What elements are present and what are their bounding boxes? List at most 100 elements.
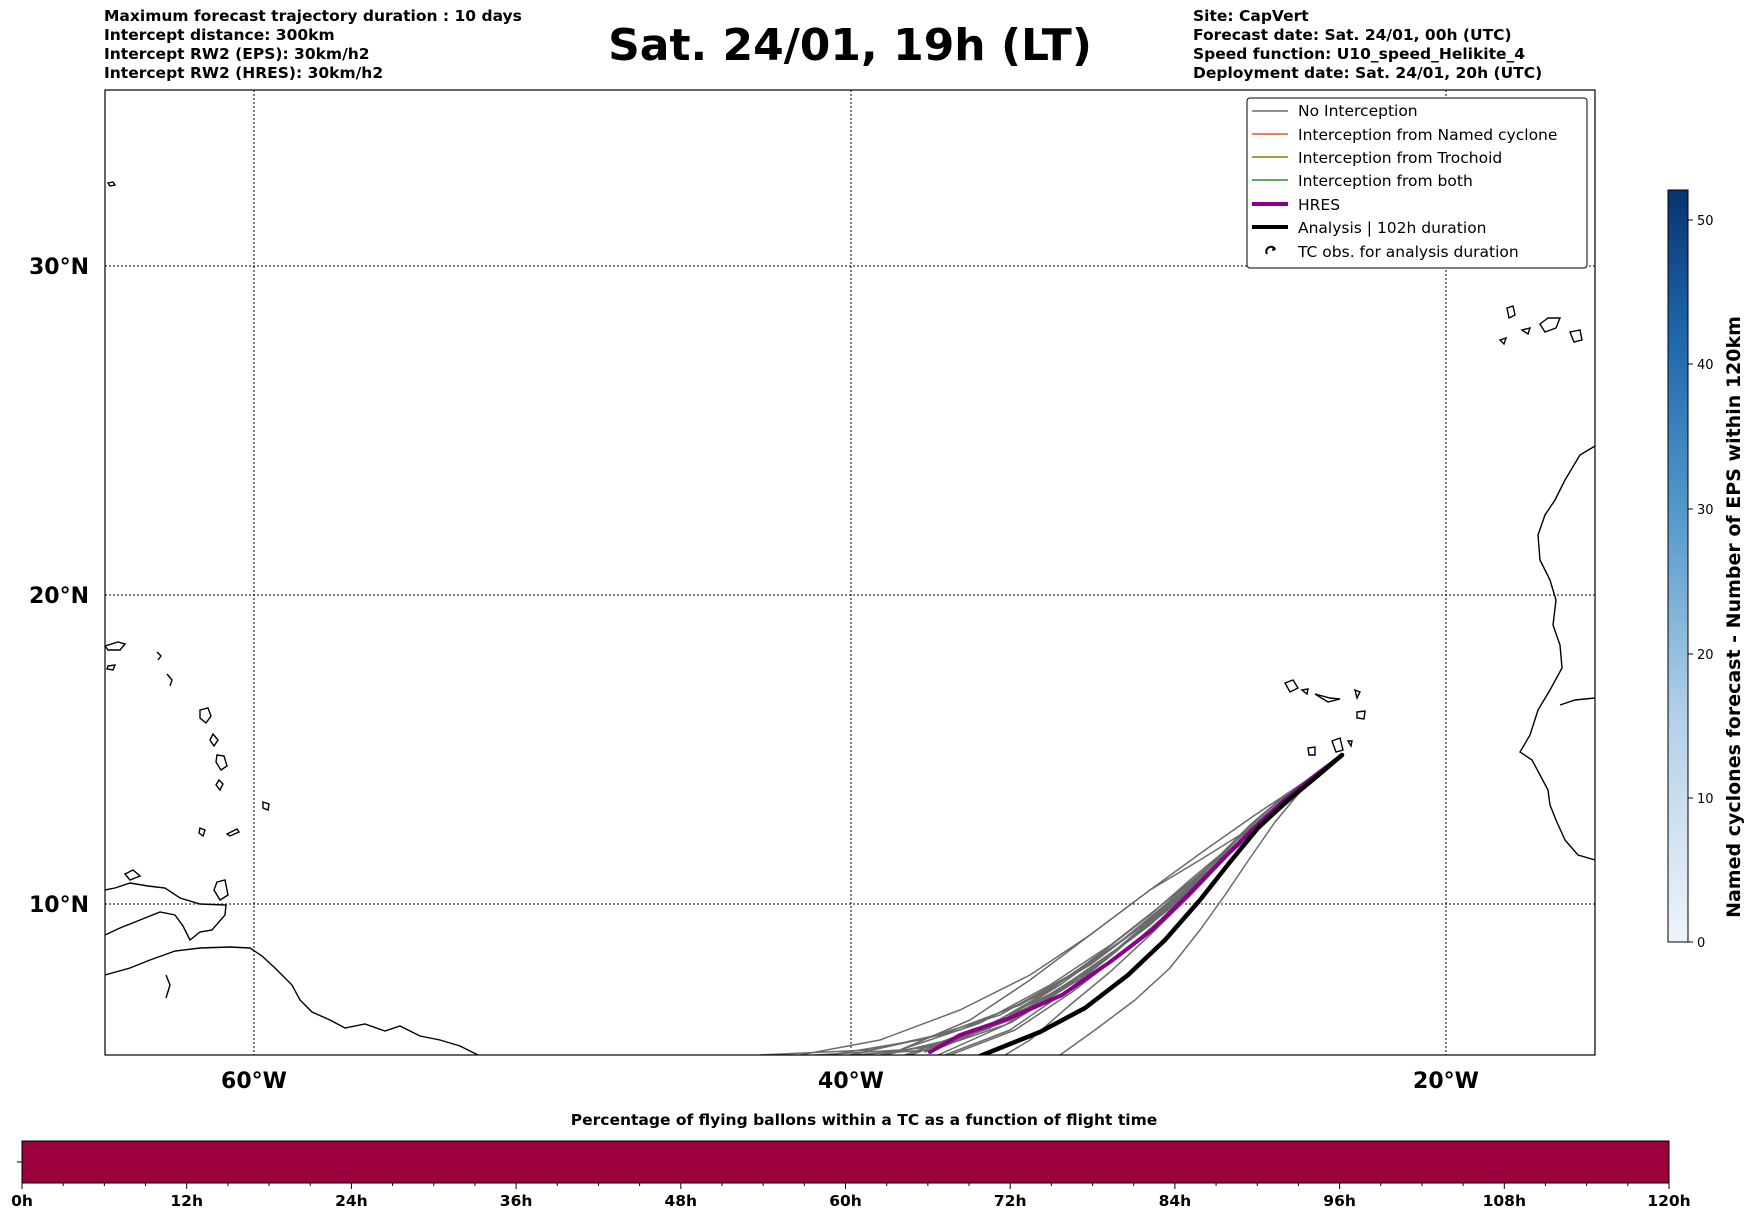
island-aruba xyxy=(123,869,142,881)
eps-trajectory xyxy=(759,754,1343,1055)
eps-trajectories xyxy=(759,754,1343,1055)
eps-trajectory xyxy=(884,754,1343,1055)
eps-trajectory xyxy=(859,754,1343,1055)
cv-boa-vista xyxy=(1356,710,1366,720)
island-canary-5 xyxy=(1498,336,1508,346)
coast-puerto-rico xyxy=(105,641,127,651)
map-legend: No Interception Interception from Named … xyxy=(1246,97,1588,269)
lat-label-30n: 30°N xyxy=(29,255,89,280)
island-guadeloupe xyxy=(199,707,212,725)
island-martinique xyxy=(215,754,228,771)
lon-label-60w: 60°W xyxy=(221,1069,287,1094)
timebar-fill xyxy=(21,1140,1670,1184)
timebar-tick-label: 24h xyxy=(335,1192,368,1210)
timebar-tick-label: 0h xyxy=(11,1192,33,1210)
axis-labels: 60°W 40°W 20°W 30°N 20°N 10°N xyxy=(29,255,1479,1094)
lat-label-10n: 10°N xyxy=(29,893,89,918)
timebar-major-ticks xyxy=(21,1183,1670,1189)
map-panel: 60°W 40°W 20°W 30°N 20°N 10°N No Interce… xyxy=(29,89,1596,1094)
lon-label-20w: 20°W xyxy=(1413,1069,1479,1094)
colorbar-tick-50: 50 xyxy=(1697,214,1714,229)
legend-label-tc-obs: TC obs. for analysis duration xyxy=(1297,243,1519,261)
timebar-minor-ticks xyxy=(62,1183,1629,1186)
eps-trajectory xyxy=(849,754,1343,1055)
site-info: Site: CapVert Forecast date: Sat. 24/01,… xyxy=(1193,7,1542,83)
param-rw2-hres: Intercept RW2 (HRES): 30km/h2 xyxy=(104,64,384,82)
island-bermuda xyxy=(106,181,117,187)
legend-label-named-cyclone: Interception from Named cyclone xyxy=(1298,126,1557,144)
cv-santo-antao xyxy=(1283,679,1300,693)
legend-label-no-interception: No Interception xyxy=(1298,102,1418,120)
timebar: Percentage of flying ballons within a TC… xyxy=(11,1111,1691,1210)
timebar-tick-label: 96h xyxy=(1323,1192,1356,1210)
lon-label-40w: 40°W xyxy=(818,1069,884,1094)
cv-fogo xyxy=(1307,746,1316,756)
deployment-date: Deployment date: Sat. 24/01, 20h (UTC) xyxy=(1193,64,1543,82)
colorbar-tick-10: 10 xyxy=(1697,792,1714,807)
colorbar-tick-30: 30 xyxy=(1697,503,1714,518)
colorbar-ticks xyxy=(1688,219,1693,943)
cv-sao-nicolau xyxy=(1314,693,1341,703)
lat-label-20n: 20°N xyxy=(29,584,89,609)
eps-trajectory xyxy=(879,754,1343,1055)
eps-trajectory xyxy=(1059,754,1343,1055)
colorbar-tick-20: 20 xyxy=(1697,648,1714,663)
map-frame xyxy=(104,89,1596,1056)
param-duration: Maximum forecast trajectory duration : 1… xyxy=(104,7,522,25)
eps-trajectory xyxy=(944,754,1343,1055)
timebar-tick-label: 108h xyxy=(1483,1192,1526,1210)
legend-label-hres: HRES xyxy=(1298,196,1340,214)
island-trinidad-south xyxy=(165,974,171,999)
island-stlucia xyxy=(215,778,224,792)
coast-venezuela xyxy=(105,882,227,942)
coast-west-africa xyxy=(1519,445,1595,861)
cv-santiago xyxy=(1331,737,1344,753)
colorbar-tick-40: 40 xyxy=(1697,358,1714,373)
speed-function: Speed function: U10_speed_Helikite_4 xyxy=(1193,45,1526,63)
param-intercept-distance: Intercept distance: 300km xyxy=(104,26,335,44)
analysis-trajectory xyxy=(976,752,1345,1055)
eps-trajectory xyxy=(799,754,1343,1055)
island-canary-4 xyxy=(1520,327,1532,336)
colorbar-tick-0: 0 xyxy=(1697,936,1705,951)
timebar-tick-label: 84h xyxy=(1159,1192,1192,1210)
timebar-tick-label: 36h xyxy=(500,1192,533,1210)
coastlines xyxy=(105,181,1595,1055)
cv-sao-vicente xyxy=(1300,688,1309,696)
colorbar: 0 10 20 30 40 50 Named cyclones forecast… xyxy=(1667,189,1745,951)
timebar-tick-label: 48h xyxy=(664,1192,697,1210)
timebar-title: Percentage of flying ballons within a TC… xyxy=(571,1111,1158,1129)
site-name: Site: CapVert xyxy=(1193,7,1309,25)
island-grenada xyxy=(198,827,206,838)
gridlines xyxy=(105,90,1595,1055)
island-canary-3 xyxy=(1569,329,1583,343)
timebar-tick-labels: 0h 12h 24h 36h 48h 60h 72h 84h 96h 108h 120h xyxy=(11,1192,1691,1210)
param-rw2-eps: Intercept RW2 (EPS): 30km/h2 xyxy=(104,45,370,63)
island-trinidad xyxy=(213,879,229,901)
run-parameters: Maximum forecast trajectory duration : 1… xyxy=(104,7,522,83)
eps-trajectory xyxy=(849,754,1343,1055)
timebar-tick-label: 120h xyxy=(1647,1192,1690,1210)
colorbar-gradient xyxy=(1667,189,1689,943)
trajectories xyxy=(759,752,1345,1055)
island-3 xyxy=(166,673,173,687)
timebar-tick-label: 60h xyxy=(829,1192,862,1210)
legend-label-analysis: Analysis | 102h duration xyxy=(1298,219,1487,237)
coast-senegal xyxy=(1559,697,1595,706)
island-canary-1 xyxy=(1506,305,1516,320)
colorbar-label: Named cyclones forecast - Number of EPS … xyxy=(1723,316,1745,918)
cv-sal xyxy=(1353,688,1361,701)
cv-maio xyxy=(1346,740,1353,748)
island-barbados xyxy=(262,801,270,811)
island-tobago xyxy=(225,828,241,837)
island-2 xyxy=(156,651,162,661)
legend-label-both: Interception from both xyxy=(1298,172,1473,190)
legend-label-trochoid: Interception from Trochoid xyxy=(1298,149,1502,167)
island-dominica xyxy=(209,732,219,748)
coast-south-america xyxy=(105,946,479,1055)
forecast-date: Forecast date: Sat. 24/01, 00h (UTC) xyxy=(1193,26,1512,44)
page-title: Sat. 24/01, 19h (LT) xyxy=(608,20,1092,71)
timebar-tick-label: 12h xyxy=(170,1192,203,1210)
island-canary-2 xyxy=(1539,317,1562,333)
island-1 xyxy=(106,664,117,671)
